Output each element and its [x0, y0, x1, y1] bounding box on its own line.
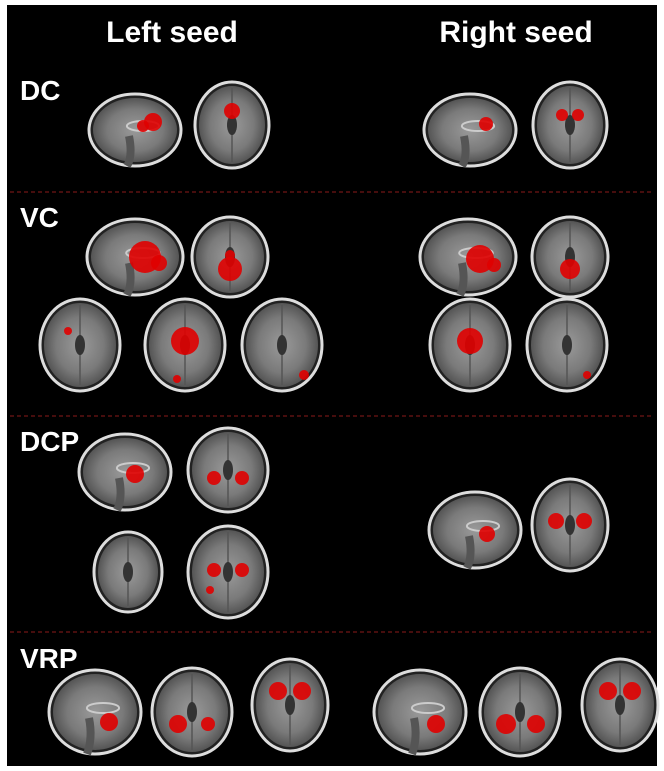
column-header: Right seed: [439, 16, 592, 49]
ventricle: [615, 695, 625, 715]
activation: [479, 117, 493, 131]
brain-slice: [374, 670, 466, 754]
activation: [224, 103, 240, 119]
brain-slice: [87, 219, 183, 295]
ventricle: [75, 335, 85, 355]
brain-slice: [527, 299, 607, 391]
brain-slice: [188, 526, 268, 618]
activation: [151, 255, 167, 271]
ventricle: [285, 695, 295, 715]
activation: [137, 120, 149, 132]
activation: [496, 714, 516, 734]
brain-slice: [424, 94, 516, 166]
brain-slice: [152, 668, 232, 756]
brain-slice: [430, 299, 510, 391]
activation: [299, 370, 309, 380]
brainstem: [462, 136, 466, 166]
brainstem: [127, 136, 131, 166]
brainstem: [117, 478, 121, 510]
activation: [235, 563, 249, 577]
activation: [235, 471, 249, 485]
activation: [560, 259, 580, 279]
brain-slice: [40, 299, 120, 391]
brainstem: [412, 718, 416, 754]
ventricle: [562, 335, 572, 355]
activation: [201, 717, 215, 731]
brain-slice: [89, 94, 181, 166]
brain-slice: [195, 82, 269, 168]
figure: Left seed Right seed DC VC DCP VRP: [0, 0, 664, 771]
brain-slice: [242, 299, 322, 391]
brain-slice: [429, 492, 521, 568]
activation: [583, 371, 591, 379]
activation: [100, 713, 118, 731]
activation: [427, 715, 445, 733]
brainstem: [467, 536, 471, 568]
ventricle: [223, 460, 233, 480]
activation: [479, 526, 495, 542]
brain-slice: [79, 434, 171, 510]
brain-slice: [532, 217, 608, 297]
activation: [548, 513, 564, 529]
brainstem: [127, 263, 131, 295]
column-header: Left seed: [106, 16, 238, 49]
brain-slice: [252, 659, 328, 751]
row-label: DCP: [20, 426, 79, 457]
brain-slice: [94, 532, 162, 612]
brain-slice: [480, 668, 560, 756]
brain-slice: [188, 428, 268, 512]
activation: [572, 109, 584, 121]
activation: [487, 258, 501, 272]
activation: [457, 328, 483, 354]
row-label: VRP: [20, 643, 78, 674]
activation: [527, 715, 545, 733]
activation: [207, 563, 221, 577]
activation: [218, 257, 242, 281]
activation: [171, 327, 199, 355]
activation: [169, 715, 187, 733]
brain-slice: [532, 479, 608, 571]
ventricle: [565, 515, 575, 535]
brain-slice: [145, 299, 225, 391]
brain-slice: [582, 659, 658, 751]
activation: [206, 586, 214, 594]
brain-slice: [533, 82, 607, 168]
ventricle: [223, 562, 233, 582]
brainstem: [87, 718, 91, 754]
row-label: VC: [20, 202, 59, 233]
ventricle: [515, 702, 525, 722]
brain-slice: [192, 217, 268, 297]
brainstem: [460, 263, 464, 295]
activation: [599, 682, 617, 700]
activation: [269, 682, 287, 700]
activation: [576, 513, 592, 529]
activation: [293, 682, 311, 700]
brain-slice: [420, 219, 516, 295]
activation: [173, 375, 181, 383]
activation: [225, 250, 235, 260]
ventricle: [123, 562, 133, 582]
activation: [556, 109, 568, 121]
ventricle: [277, 335, 287, 355]
activation: [623, 682, 641, 700]
brain-slice: [49, 670, 141, 754]
row-label: DC: [20, 75, 60, 106]
activation: [207, 471, 221, 485]
activation: [64, 327, 72, 335]
activation: [126, 465, 144, 483]
ventricle: [187, 702, 197, 722]
